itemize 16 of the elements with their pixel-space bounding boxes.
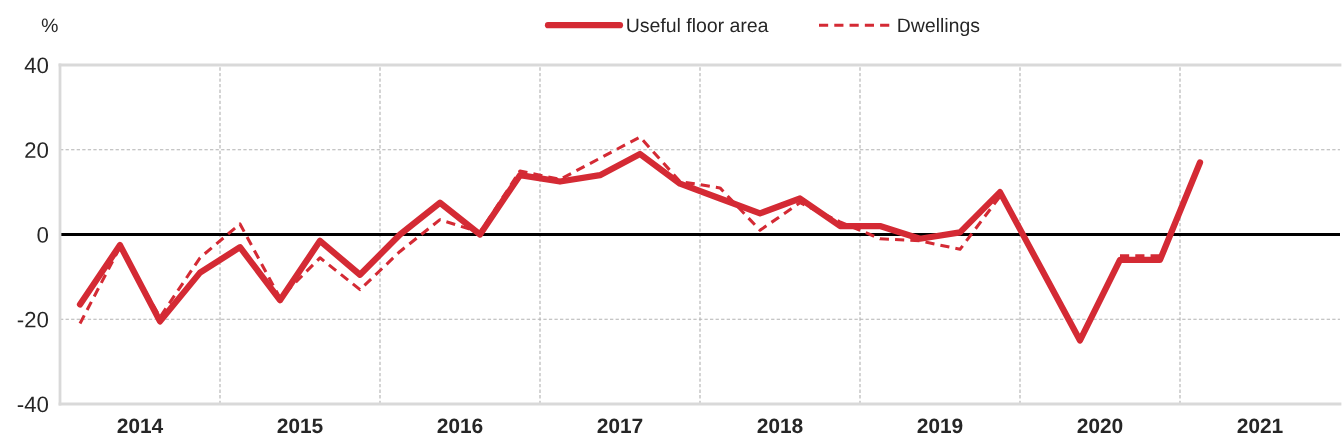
x-tick-label: 2015 — [277, 418, 323, 434]
x-tick-label: 2017 — [597, 418, 643, 434]
legend-label: Dwellings — [898, 17, 980, 37]
x-tick-label: 2019 — [917, 418, 963, 434]
y-tick-label: 0 — [37, 227, 49, 243]
y-tick-label: -20 — [17, 311, 49, 328]
x-tick-label: 2020 — [1077, 418, 1123, 434]
x-tick-label: 2021 — [1237, 418, 1283, 434]
y-tick-label: 40 — [24, 57, 49, 74]
x-tick-label: 2016 — [437, 418, 483, 434]
y-tick-label: 20 — [25, 142, 49, 159]
x-tick-label: 2014 — [117, 418, 164, 434]
x-tick-label: 2018 — [757, 418, 803, 434]
y-tick-label: -40 — [17, 396, 49, 413]
legend-label: Useful floor area — [627, 17, 769, 33]
y-axis-title: % — [41, 18, 58, 33]
